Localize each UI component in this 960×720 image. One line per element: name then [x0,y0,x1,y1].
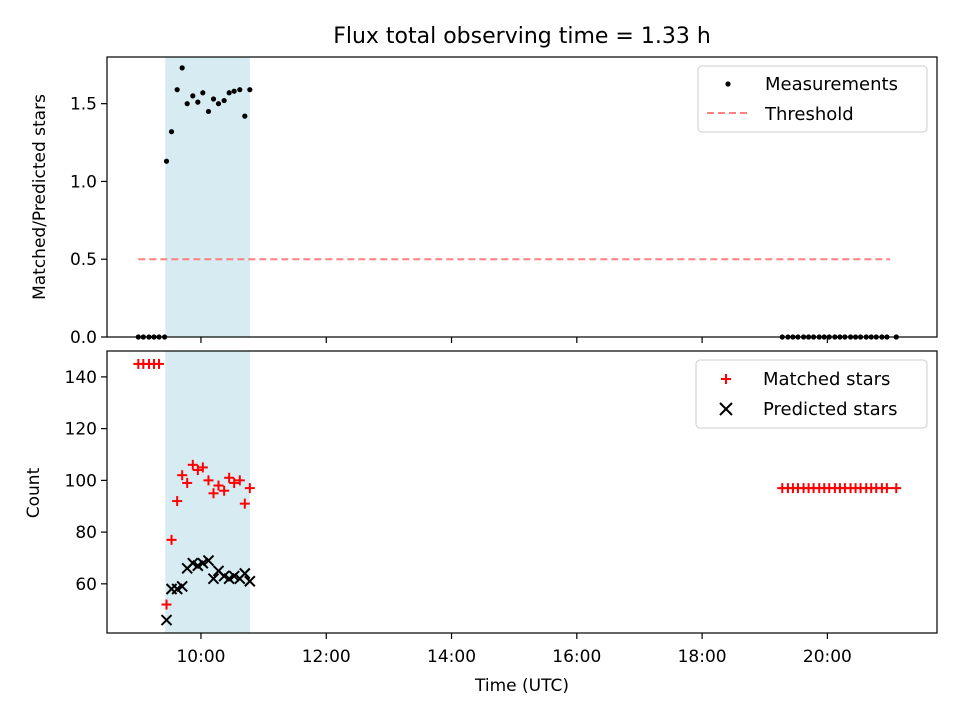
legend-threshold-label: Threshold [764,104,854,125]
predicted-star-point [176,580,188,593]
top-y-axis-label: Matched/Predicted stars [30,94,50,300]
matched-star-point [219,485,230,496]
bottom-legend-box [695,359,928,429]
legend-matched-marker [721,374,731,384]
measurement-point [215,101,222,107]
matched-star-point [224,472,235,483]
predicted-star-point [202,554,215,567]
measurement-point [168,129,175,135]
matched-star-point [166,534,177,545]
top-legend-box [697,65,928,133]
x-tick-label: 10:00 [176,647,225,667]
y-tick-label: 140 [65,368,97,388]
matched-star-point [203,475,214,486]
y-tick-label: 120 [65,420,97,440]
y-tick-label: 100 [65,471,97,491]
measurement-point [174,87,180,93]
legend-measurements-marker [725,81,731,87]
measurement-point [210,96,217,102]
matched-star-point [197,462,208,473]
x-tick-label: 18:00 [678,647,727,667]
x-axis-label: Time (UTC) [474,676,569,696]
matched-star-point [161,599,172,610]
measurement-point [195,99,201,105]
legend-predicted-marker [719,402,733,416]
measurement-point [237,87,243,93]
matched-star-point [213,480,224,491]
predicted-star-point [239,567,251,580]
matched-star-point [187,459,198,470]
bottom-axes-frame [106,350,938,634]
top-y-ticks: 0.0 0.5 1.0 1.5 [70,95,107,348]
x-tick-label: 14:00 [427,647,476,667]
x-tick-label: 20:00 [803,647,852,667]
y-tick-label: 1.0 [70,172,97,192]
y-tick-label: 0.0 [70,328,97,348]
matched-star-point [153,358,164,369]
matched-star-point [234,475,245,486]
y-tick-label: 60 [75,575,97,595]
matched-star-point [182,477,193,488]
measurement-point [221,97,227,104]
bottom-marks [133,358,902,626]
measurement-point [200,90,206,96]
top-axes-frame [106,56,938,338]
measurement-point [242,113,248,119]
matched-star-point [229,477,240,488]
matched-star-point [881,483,892,494]
top-highlight-span [165,57,250,337]
x-tick-label: 12:00 [302,647,351,667]
bottom-y-ticks: 60 80 100 120 140 [65,368,107,595]
bottom-panel: 60 80 100 120 140 10:00 12:00 14:00 16:00 18:00 2… [24,350,938,696]
predicted-star-point [207,572,220,585]
measurement-point [226,90,232,96]
measurement-point [247,87,253,93]
y-tick-label: 1.5 [70,95,97,115]
matched-star-point [177,470,188,481]
matched-star-point [192,465,203,476]
measurement-point [190,93,196,99]
measurement-point [184,101,190,107]
matched-star-point [244,483,255,494]
predicted-star-point [244,575,256,587]
matched-star-point [239,498,250,509]
chart-title: Flux total observing time = 1.33 h [333,24,711,49]
y-tick-label: 0.5 [70,250,97,270]
legend-predicted-label: Predicted stars [763,399,897,420]
predicted-star-point [228,570,240,582]
matched-star-point [208,488,219,499]
measurement-point [231,88,237,94]
top-panel: 0.0 0.5 1.0 1.5 Matched/Predicted stars Mea… [30,56,938,348]
legend-measurements-label: Measurements [765,74,898,95]
y-tick-label: 80 [75,523,97,543]
bottom-legend: Matched stars Predicted stars [695,359,928,429]
matched-star-point [891,483,902,494]
top-x-ticks [200,337,828,343]
x-tick-label: 16:00 [552,647,601,667]
measurement-point [179,65,185,71]
measurement-point [205,108,212,115]
predicted-star-point [160,614,173,626]
legend-matched-label: Matched stars [763,369,890,390]
measurement-point [163,158,170,164]
bottom-y-axis-label: Count [24,467,44,518]
top-legend: Measurements Threshold [697,65,928,133]
predicted-star-point [197,557,209,569]
bottom-x-ticks: 10:00 12:00 14:00 16:00 18:00 20:00 [176,633,852,667]
matched-star-point [172,496,183,507]
